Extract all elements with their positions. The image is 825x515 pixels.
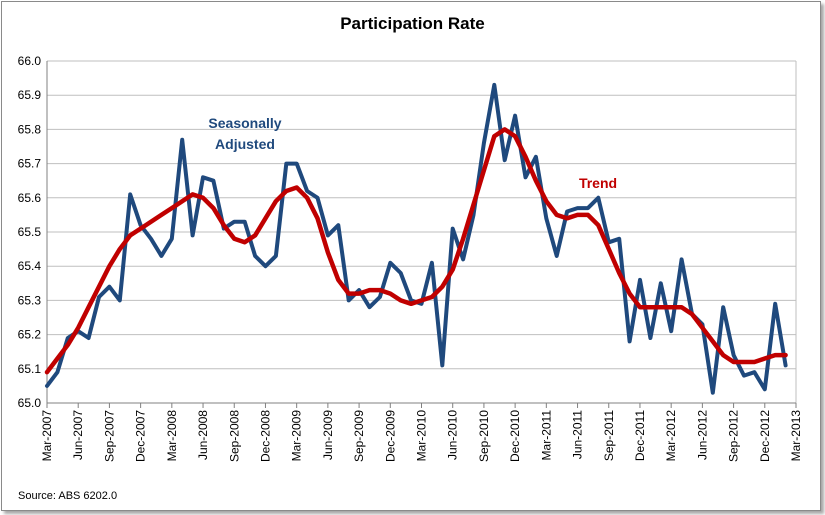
- y-tick-label: 65.2: [18, 328, 42, 342]
- y-tick-label: 65.5: [18, 225, 42, 239]
- x-tick-label: Mar-2008: [165, 410, 179, 462]
- gridlines: [47, 60, 797, 403]
- y-tick-label: 65.1: [18, 362, 42, 376]
- x-tick-label: Mar-2013: [789, 410, 803, 462]
- y-tick-label: 65.7: [18, 157, 42, 171]
- y-tick-label: 65.6: [18, 191, 42, 205]
- x-tick-label: Dec-2008: [258, 410, 272, 462]
- x-tick-label: Jun-2008: [196, 410, 210, 460]
- series-group: [44, 82, 788, 395]
- x-tick-label: Sep-2009: [352, 410, 366, 462]
- y-tick-label: 65.9: [18, 88, 42, 102]
- y-tick-label: 65.4: [18, 259, 42, 273]
- x-tick-label: Dec-2011: [633, 410, 647, 461]
- chart-title: Participation Rate: [340, 14, 485, 33]
- y-tick-label: 65.3: [18, 293, 42, 307]
- x-tick-label: Jun-2007: [71, 410, 85, 460]
- x-tick-label: Sep-2008: [227, 410, 241, 462]
- x-tick-label: Sep-2010: [477, 410, 491, 462]
- y-tick-label: 65.0: [18, 396, 42, 410]
- series-line-trend: [44, 127, 788, 375]
- x-tick-label: Dec-2009: [383, 410, 397, 462]
- x-tick-label: Mar-2007: [40, 410, 54, 462]
- x-tick-label: Jun-2009: [321, 410, 335, 460]
- x-tick-label: Mar-2010: [415, 410, 429, 462]
- annotation-seasonally-adjusted: Seasonally Adjusted: [208, 115, 281, 152]
- annotation-trend: Trend: [579, 175, 617, 191]
- x-tick-label: Mar-2009: [290, 410, 304, 462]
- axes: 65.0 65.1 65.2 65.3 65.4 65.5 65.6 65.7 65.8 65.9…: [18, 54, 803, 462]
- x-tick-label: Dec-2007: [134, 410, 148, 462]
- x-tick-label: Jun-2010: [446, 410, 460, 460]
- x-tick-label: Jun-2011: [571, 410, 585, 459]
- x-tick-label: Dec-2010: [508, 410, 522, 462]
- annotations: Seasonally Adjusted Trend: [208, 115, 617, 191]
- x-tick-label: Mar-2012: [664, 410, 678, 462]
- x-tick-label: Mar-2011: [539, 410, 553, 461]
- source-note: Source: ABS 6202.0: [18, 490, 118, 502]
- x-tick-label: Dec-2012: [758, 410, 772, 462]
- y-tick-label: 66.0: [18, 54, 42, 68]
- y-tick-label: 65.8: [18, 122, 42, 136]
- x-tick-label: Jun-2012: [695, 410, 709, 460]
- series-line-seasonally-adjusted: [45, 82, 788, 395]
- x-tick-label: Sep-2007: [102, 410, 116, 462]
- x-tick-label: Sep-2011: [602, 410, 616, 461]
- x-tick-label: Sep-2012: [727, 410, 741, 462]
